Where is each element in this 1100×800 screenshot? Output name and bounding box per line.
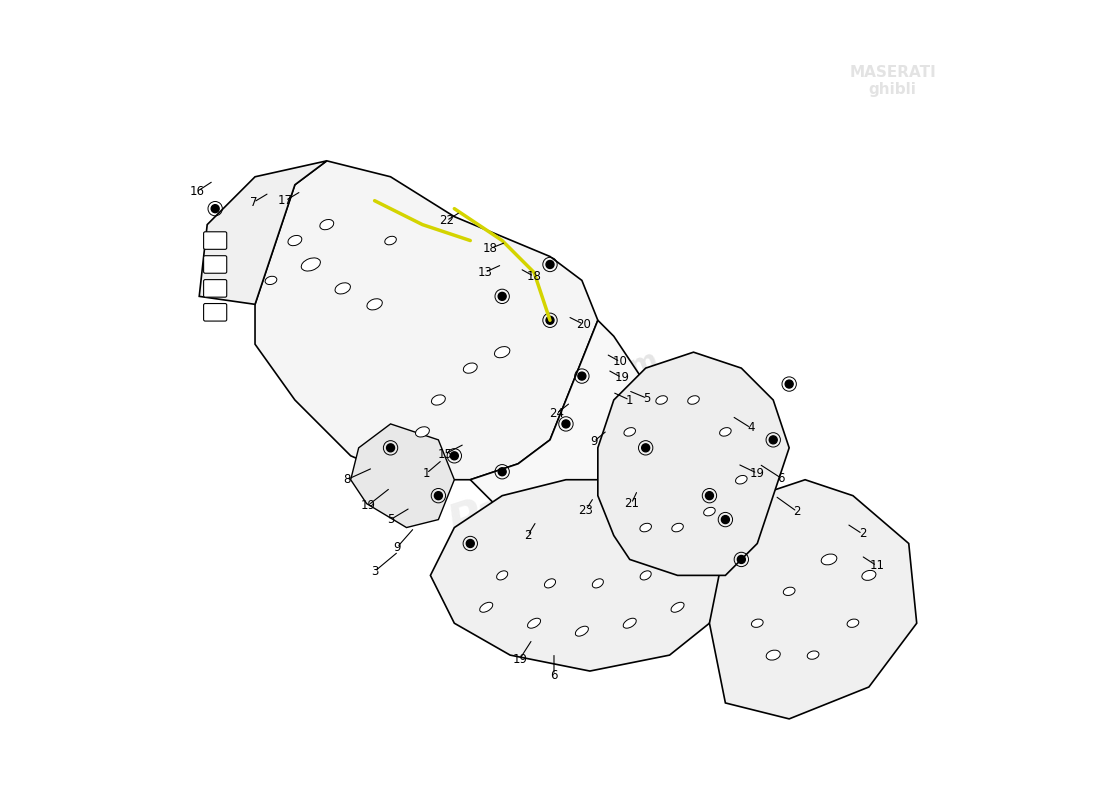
Ellipse shape bbox=[671, 602, 684, 612]
Text: 10: 10 bbox=[613, 355, 628, 368]
Ellipse shape bbox=[336, 283, 351, 294]
Text: 8: 8 bbox=[343, 474, 351, 486]
Text: 2: 2 bbox=[859, 527, 867, 541]
Text: 19: 19 bbox=[513, 653, 527, 666]
Ellipse shape bbox=[592, 578, 604, 588]
Text: 16: 16 bbox=[190, 185, 205, 198]
Ellipse shape bbox=[301, 258, 320, 271]
Ellipse shape bbox=[688, 396, 700, 404]
Text: 5: 5 bbox=[387, 513, 394, 526]
FancyBboxPatch shape bbox=[204, 232, 227, 250]
Text: 9: 9 bbox=[393, 541, 400, 554]
Ellipse shape bbox=[640, 523, 651, 532]
Polygon shape bbox=[351, 424, 454, 527]
Polygon shape bbox=[430, 480, 725, 671]
Circle shape bbox=[386, 444, 395, 452]
Polygon shape bbox=[710, 480, 916, 719]
Text: 2: 2 bbox=[793, 505, 801, 518]
Text: 1: 1 bbox=[422, 467, 430, 480]
Ellipse shape bbox=[385, 236, 396, 245]
Circle shape bbox=[562, 420, 570, 428]
Ellipse shape bbox=[575, 626, 589, 636]
Circle shape bbox=[737, 555, 746, 563]
Text: 4: 4 bbox=[747, 422, 755, 434]
Text: 18: 18 bbox=[527, 270, 541, 283]
Text: MASERATI
ghibli: MASERATI ghibli bbox=[849, 65, 936, 98]
Ellipse shape bbox=[495, 346, 510, 358]
Ellipse shape bbox=[751, 619, 763, 627]
Text: 9: 9 bbox=[590, 435, 597, 448]
Text: 5: 5 bbox=[644, 392, 651, 405]
Circle shape bbox=[498, 468, 506, 476]
Circle shape bbox=[434, 492, 442, 500]
Ellipse shape bbox=[367, 298, 383, 310]
Ellipse shape bbox=[480, 602, 493, 612]
Polygon shape bbox=[255, 161, 597, 480]
Polygon shape bbox=[199, 161, 327, 304]
Ellipse shape bbox=[265, 276, 277, 285]
Text: 7: 7 bbox=[250, 196, 257, 209]
Ellipse shape bbox=[463, 363, 477, 374]
Polygon shape bbox=[597, 352, 789, 575]
Text: 19: 19 bbox=[614, 371, 629, 384]
Ellipse shape bbox=[288, 235, 301, 246]
Text: Partnumber: Partnumber bbox=[442, 414, 738, 546]
FancyBboxPatch shape bbox=[204, 303, 227, 321]
Ellipse shape bbox=[736, 475, 747, 484]
Text: 6: 6 bbox=[778, 472, 785, 485]
Text: a Numpart.com
sensing platform: a Numpart.com sensing platform bbox=[415, 342, 685, 490]
Circle shape bbox=[546, 316, 554, 324]
Ellipse shape bbox=[719, 428, 732, 436]
Circle shape bbox=[722, 515, 729, 523]
Ellipse shape bbox=[783, 587, 795, 595]
Text: 11: 11 bbox=[869, 559, 884, 572]
Ellipse shape bbox=[431, 395, 446, 405]
Circle shape bbox=[578, 372, 586, 380]
Text: 23: 23 bbox=[579, 503, 593, 517]
Text: 24: 24 bbox=[549, 407, 564, 420]
Text: 19: 19 bbox=[361, 498, 376, 512]
Text: 13: 13 bbox=[477, 266, 492, 279]
Ellipse shape bbox=[496, 571, 508, 580]
Ellipse shape bbox=[544, 578, 556, 588]
Ellipse shape bbox=[767, 650, 780, 660]
Circle shape bbox=[450, 452, 459, 460]
Circle shape bbox=[705, 492, 714, 500]
Text: 3: 3 bbox=[371, 565, 378, 578]
Circle shape bbox=[641, 444, 650, 452]
FancyBboxPatch shape bbox=[204, 256, 227, 274]
Ellipse shape bbox=[822, 554, 837, 565]
Ellipse shape bbox=[624, 618, 636, 628]
Ellipse shape bbox=[672, 523, 683, 532]
Text: 6: 6 bbox=[550, 669, 558, 682]
Text: 17: 17 bbox=[278, 194, 293, 207]
Circle shape bbox=[498, 292, 506, 300]
Text: 21: 21 bbox=[624, 497, 639, 510]
Polygon shape bbox=[471, 320, 661, 512]
Ellipse shape bbox=[624, 428, 636, 436]
Text: 2: 2 bbox=[524, 529, 531, 542]
Text: 19: 19 bbox=[750, 467, 764, 480]
Ellipse shape bbox=[656, 396, 668, 404]
Text: 20: 20 bbox=[576, 318, 591, 330]
Text: 22: 22 bbox=[439, 214, 454, 227]
Ellipse shape bbox=[528, 618, 540, 628]
Circle shape bbox=[211, 205, 219, 213]
Text: 1: 1 bbox=[626, 394, 634, 406]
Ellipse shape bbox=[704, 507, 715, 516]
Ellipse shape bbox=[416, 426, 429, 437]
Ellipse shape bbox=[640, 571, 651, 580]
Ellipse shape bbox=[861, 570, 876, 580]
Circle shape bbox=[785, 380, 793, 388]
Circle shape bbox=[466, 539, 474, 547]
Text: 18: 18 bbox=[483, 242, 497, 255]
Circle shape bbox=[546, 261, 554, 269]
Ellipse shape bbox=[847, 619, 859, 627]
Ellipse shape bbox=[807, 651, 820, 659]
Text: 15: 15 bbox=[438, 448, 452, 461]
FancyBboxPatch shape bbox=[204, 280, 227, 297]
Circle shape bbox=[769, 436, 778, 444]
Ellipse shape bbox=[320, 219, 333, 230]
